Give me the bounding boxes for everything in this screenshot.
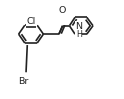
Text: O: O <box>59 6 66 15</box>
Text: H: H <box>76 30 82 39</box>
Text: Br: Br <box>18 77 28 86</box>
Text: Cl: Cl <box>27 17 36 26</box>
Text: N: N <box>75 22 82 31</box>
